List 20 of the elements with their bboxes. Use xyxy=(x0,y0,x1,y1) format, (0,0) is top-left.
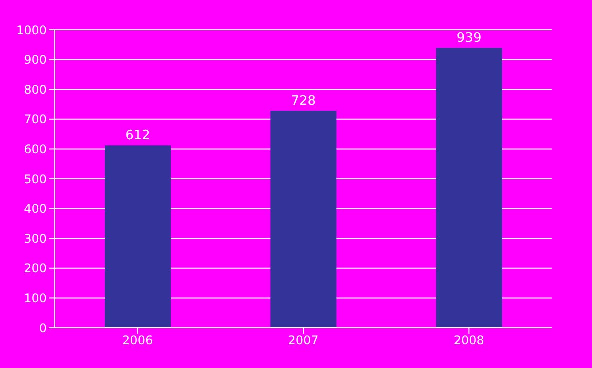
y-tick-label: 900 xyxy=(24,53,47,68)
x-tick-label: 2007 xyxy=(288,334,319,348)
bar xyxy=(436,48,502,328)
y-tick-label: 1000 xyxy=(16,23,47,38)
y-tick-label: 300 xyxy=(24,232,47,246)
x-tick-label: 2006 xyxy=(122,334,154,348)
data-label: 612 xyxy=(126,128,150,144)
y-tick-label: 800 xyxy=(24,82,47,97)
bar xyxy=(270,111,337,328)
y-tick-label: 400 xyxy=(24,202,47,216)
y-tick-label: 200 xyxy=(24,262,47,276)
y-tick-label: 600 xyxy=(24,142,47,156)
data-label: 728 xyxy=(291,94,316,110)
y-tick-label: 700 xyxy=(24,112,47,127)
y-tick-label: 0 xyxy=(39,321,47,336)
data-label: 939 xyxy=(456,31,482,46)
bar xyxy=(105,146,171,328)
y-tick-label: 100 xyxy=(24,291,47,306)
y-tick-label: 500 xyxy=(24,172,47,186)
x-tick-label: 2008 xyxy=(454,334,484,348)
